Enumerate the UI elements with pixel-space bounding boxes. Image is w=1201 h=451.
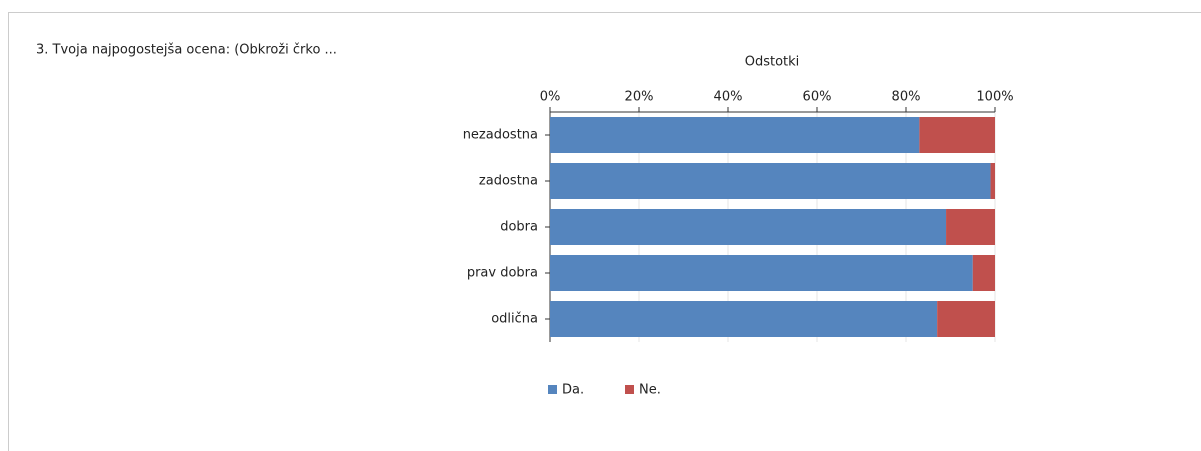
x-tick-label: 100% (976, 90, 1013, 105)
x-tick-label: 40% (714, 90, 743, 105)
bar (937, 301, 995, 337)
legend-swatch (548, 385, 557, 394)
x-tick-label: 80% (892, 90, 921, 105)
x-tick-label: 0% (540, 90, 561, 105)
bar (550, 117, 920, 153)
legend-swatch (625, 385, 634, 394)
y-tick-label: odlična (491, 312, 538, 327)
chart-title: 3. Tvoja najpogostejša ocena: (Obkroži č… (36, 43, 337, 58)
bar (972, 255, 995, 291)
x-tick-label: 20% (625, 90, 654, 105)
bar (550, 209, 947, 245)
bar (919, 117, 995, 153)
y-tick-label: dobra (500, 220, 538, 235)
bar (946, 209, 995, 245)
y-tick-label: zadostna (479, 174, 538, 189)
bar (550, 255, 973, 291)
bar (550, 301, 938, 337)
bar (550, 163, 991, 199)
legend-label: Da. (562, 383, 584, 398)
legend-label: Ne. (639, 383, 661, 398)
x-tick-label: 60% (803, 90, 832, 105)
y-tick-label: nezadostna (463, 128, 538, 143)
bar (990, 163, 995, 199)
axis-title: Odstotki (745, 55, 800, 70)
y-tick-label: prav dobra (467, 266, 538, 281)
